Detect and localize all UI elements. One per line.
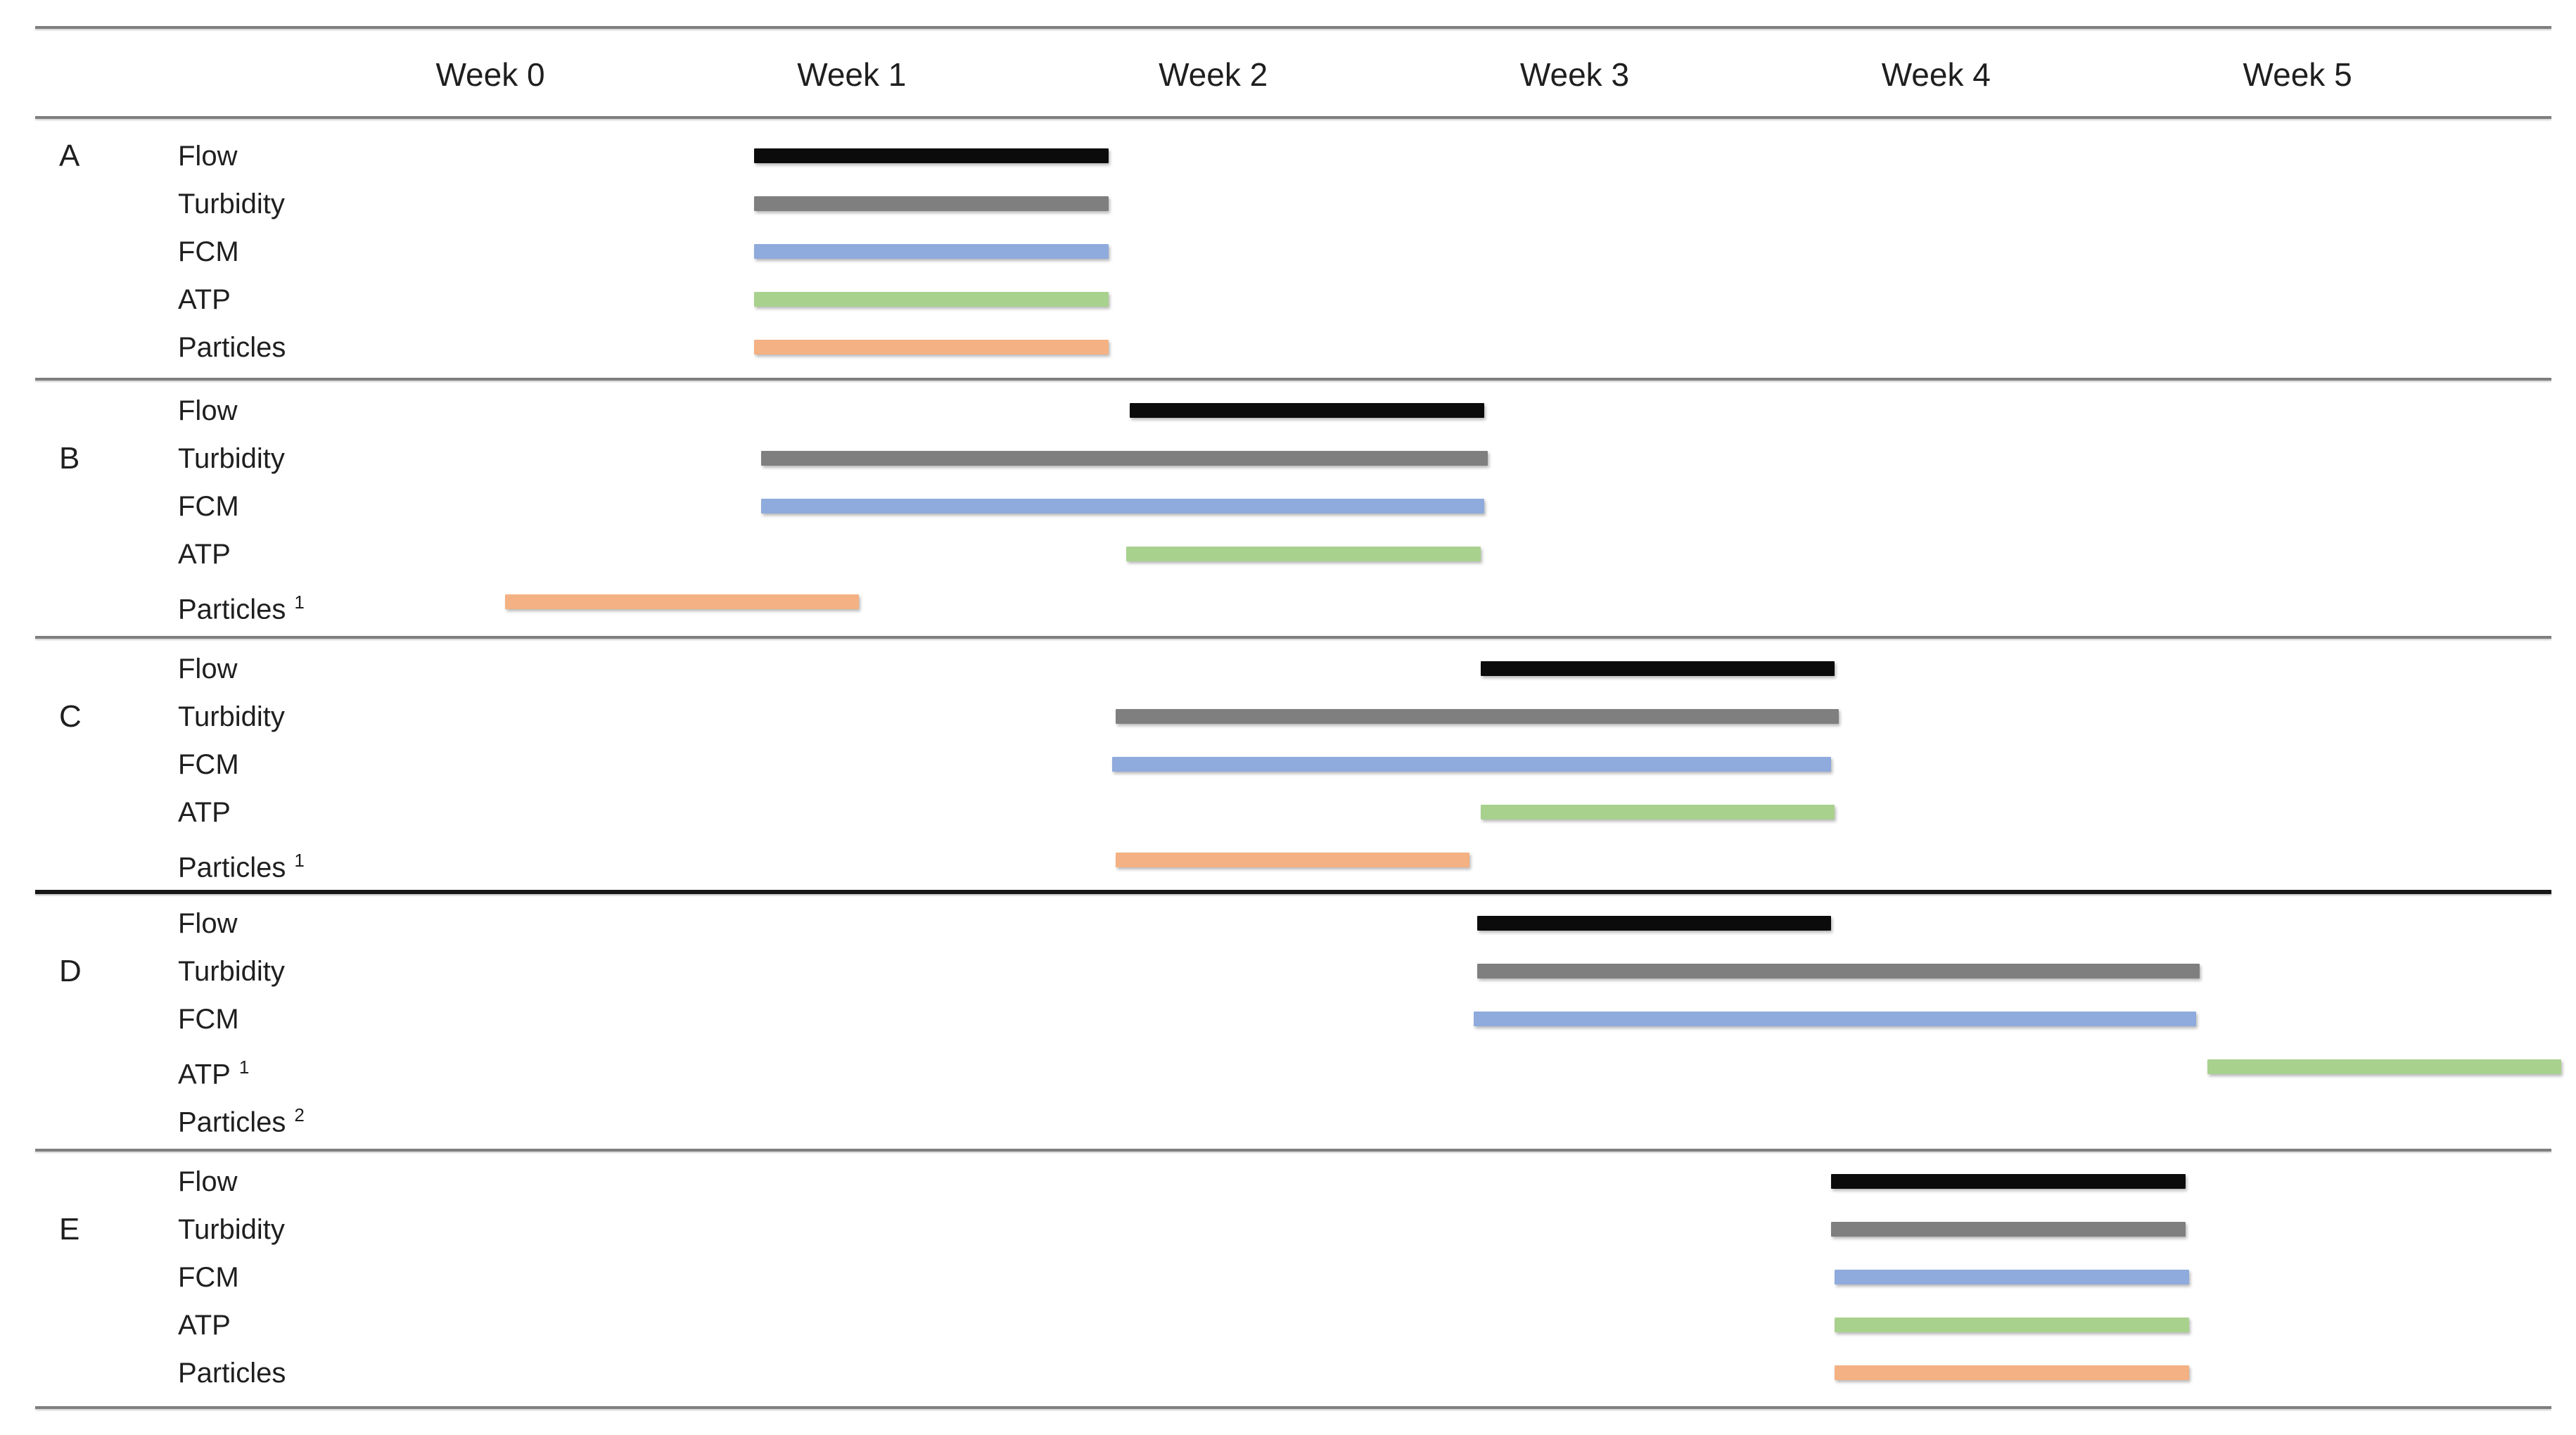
measurement-name: ATP	[178, 797, 231, 828]
site-label: E	[59, 1212, 80, 1246]
fcm-bar	[754, 244, 1109, 259]
measurement-name: ATP	[178, 1310, 231, 1341]
site-label: B	[59, 441, 80, 476]
site-label: D	[59, 954, 82, 988]
row-label-fcm: FCM	[178, 745, 239, 784]
row-label-turbidity: Turbidity	[178, 1210, 285, 1249]
row-label-fcm: FCM	[178, 1258, 239, 1297]
particles-bar	[754, 340, 1109, 355]
measurement-name: Turbidity	[178, 443, 285, 474]
site-label: C	[59, 699, 82, 734]
section-divider	[35, 26, 2551, 29]
measurement-name: FCM	[178, 1262, 239, 1293]
week-axis-label: Week 3	[1519, 56, 1630, 93]
measurement-name: Turbidity	[178, 956, 285, 987]
row-label-flow: Flow	[178, 904, 237, 943]
measurement-name: Particles	[178, 594, 286, 625]
section-divider	[35, 1149, 2551, 1152]
row-label-atp: ATP	[178, 280, 231, 319]
measurement-name: Flow	[178, 908, 238, 939]
row-label-turbidity: Turbidity	[178, 697, 285, 736]
row-label-particles: Particles 1	[178, 582, 305, 629]
measurement-name: Particles	[178, 852, 286, 884]
site-label: A	[59, 139, 80, 173]
atp-bar	[1126, 547, 1481, 561]
row-label-atp: ATP	[178, 793, 231, 832]
fcm-bar	[1111, 757, 1832, 772]
superscript-note: 1	[294, 850, 305, 871]
fcm-bar	[1473, 1012, 2197, 1026]
turbidity-bar	[1115, 709, 1839, 724]
measurement-name: Turbidity	[178, 1214, 285, 1245]
atp-bar	[1835, 1318, 2189, 1332]
flow-bar	[754, 148, 1109, 163]
flow-bar	[1130, 403, 1484, 418]
turbidity-bar	[761, 451, 1488, 466]
turbidity-bar	[1831, 1222, 2186, 1237]
row-label-particles: Particles 2	[178, 1095, 305, 1142]
row-label-particles: Particles	[178, 1353, 286, 1393]
measurement-name: FCM	[178, 236, 239, 267]
measurement-name: FCM	[178, 1004, 239, 1035]
week-axis-label: Week 5	[2243, 56, 2352, 93]
measurement-name: ATP	[178, 284, 231, 315]
row-label-flow: Flow	[178, 1162, 237, 1201]
measurement-name: ATP	[178, 539, 231, 570]
measurement-name: Flow	[178, 1166, 238, 1197]
measurement-name: Flow	[178, 395, 238, 426]
flow-bar	[1831, 1174, 2186, 1189]
row-label-fcm: FCM	[178, 487, 239, 526]
week-axis-label: Week 0	[435, 56, 545, 93]
turbidity-bar	[754, 196, 1109, 211]
row-label-atp: ATP 1	[178, 1047, 249, 1094]
row-label-flow: Flow	[178, 649, 237, 689]
row-label-fcm: FCM	[178, 1000, 239, 1039]
row-label-fcm: FCM	[178, 232, 239, 272]
flow-bar	[1477, 916, 1832, 931]
measurement-name: Particles	[178, 1358, 286, 1389]
superscript-note: 1	[294, 592, 305, 613]
fcm-bar	[1835, 1270, 2189, 1284]
particles-bar	[1835, 1365, 2189, 1380]
turbidity-bar	[1477, 964, 2200, 978]
section-divider-dark	[35, 890, 2551, 894]
section-divider	[35, 636, 2551, 639]
week-axis-label: Week 1	[797, 56, 907, 93]
section-divider	[35, 1406, 2551, 1409]
superscript-note: 2	[294, 1104, 305, 1125]
measurement-name: Flow	[178, 653, 238, 684]
section-divider	[35, 116, 2551, 119]
row-label-particles: Particles 1	[178, 841, 305, 887]
row-label-flow: Flow	[178, 136, 237, 176]
flow-bar	[1480, 661, 1835, 676]
row-label-atp: ATP	[178, 535, 231, 574]
row-label-turbidity: Turbidity	[178, 952, 285, 991]
measurement-name: ATP	[178, 1059, 231, 1090]
measurement-name: FCM	[178, 491, 239, 522]
row-label-turbidity: Turbidity	[178, 184, 285, 224]
measurement-name: Turbidity	[178, 189, 285, 219]
row-label-particles: Particles	[178, 328, 286, 367]
measurement-name: Turbidity	[178, 701, 285, 732]
week-axis-label: Week 4	[1881, 56, 1991, 93]
fcm-bar	[761, 499, 1484, 514]
particles-bar	[1115, 853, 1470, 867]
particles-bar	[504, 594, 860, 609]
atp-bar	[2207, 1059, 2562, 1074]
row-label-atp: ATP	[178, 1306, 231, 1345]
atp-bar	[1480, 805, 1835, 819]
row-label-turbidity: Turbidity	[178, 439, 285, 478]
atp-bar	[754, 292, 1109, 307]
measurement-name: Particles	[178, 1106, 286, 1138]
measurement-name: Flow	[178, 141, 238, 172]
superscript-note: 1	[238, 1057, 250, 1078]
measurement-name: Particles	[178, 332, 286, 363]
week-axis-label: Week 2	[1159, 56, 1268, 93]
measurement-name: FCM	[178, 749, 239, 780]
section-divider	[35, 378, 2551, 381]
row-label-flow: Flow	[178, 391, 237, 431]
